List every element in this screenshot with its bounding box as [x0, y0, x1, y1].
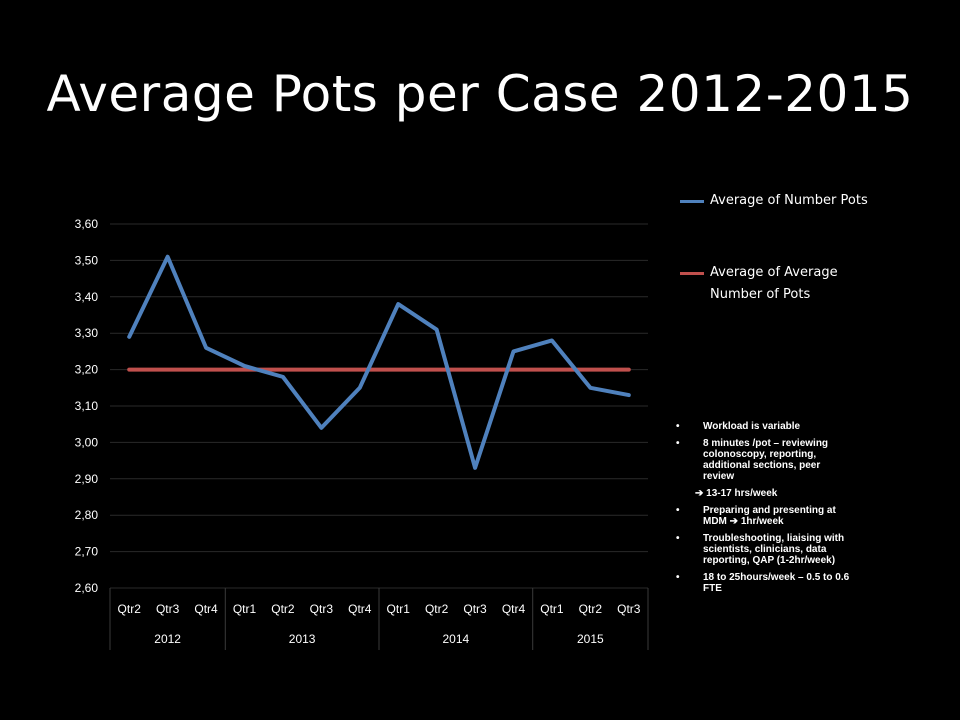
x-tick-label: Qtr2: [425, 602, 449, 616]
x-year-label: 2012: [154, 632, 181, 646]
y-tick-label: 3,00: [75, 435, 99, 449]
y-tick-label: 3,40: [75, 290, 99, 304]
x-tick-label: Qtr2: [579, 602, 603, 616]
note-item: Troubleshooting, liaising with scientist…: [673, 533, 853, 566]
slide-title: Average Pots per Case 2012-2015: [46, 65, 914, 123]
x-tick-label: Qtr4: [348, 602, 372, 616]
x-tick-label: Qtr4: [502, 602, 526, 616]
y-tick-label: 3,20: [75, 363, 99, 377]
y-tick-label: 2,60: [75, 581, 99, 595]
x-tick-label: Qtr2: [118, 602, 142, 616]
y-tick-label: 2,90: [75, 472, 99, 486]
y-tick-label: 3,50: [75, 253, 99, 267]
note-item: Preparing and presenting at MDM ➔ 1hr/we…: [673, 505, 853, 527]
y-tick-label: 2,70: [75, 545, 99, 559]
x-tick-label: Qtr3: [617, 602, 641, 616]
x-year-label: 2013: [289, 632, 316, 646]
x-tick-label: Qtr3: [310, 602, 334, 616]
legend-swatch-average-number-pots: [680, 272, 704, 275]
legend-label-average-number-pots: Average of Average Number of Pots: [710, 265, 838, 302]
x-year-label: 2015: [577, 632, 604, 646]
x-tick-label: Qtr1: [540, 602, 564, 616]
y-tick-label: 2,80: [75, 508, 99, 522]
x-tick-label: Qtr4: [194, 602, 218, 616]
notes-list: Workload is variable 8 minutes /pot – re…: [673, 421, 853, 600]
y-tick-label: 3,30: [75, 326, 99, 340]
note-item: 18 to 25hours/week – 0.5 to 0.6 FTE: [673, 572, 853, 594]
x-tick-label: Qtr1: [233, 602, 257, 616]
x-tick-label: Qtr1: [387, 602, 411, 616]
note-item: Workload is variable: [673, 421, 853, 432]
series-line-number-pots: [127, 254, 631, 470]
y-tick-label: 3,10: [75, 399, 99, 413]
legend-label-number-pots: Average of Number Pots: [710, 193, 868, 208]
y-tick-label: 3,60: [75, 217, 99, 231]
x-tick-label: Qtr2: [271, 602, 295, 616]
x-year-label: 2014: [443, 632, 470, 646]
note-item: 8 minutes /pot – reviewing colonoscopy, …: [673, 438, 853, 482]
x-tick-label: Qtr3: [463, 602, 487, 616]
x-tick-label: Qtr3: [156, 602, 180, 616]
legend-swatch-number-pots: [680, 200, 704, 203]
note-item: ➔ 13-17 hrs/week: [695, 488, 778, 499]
